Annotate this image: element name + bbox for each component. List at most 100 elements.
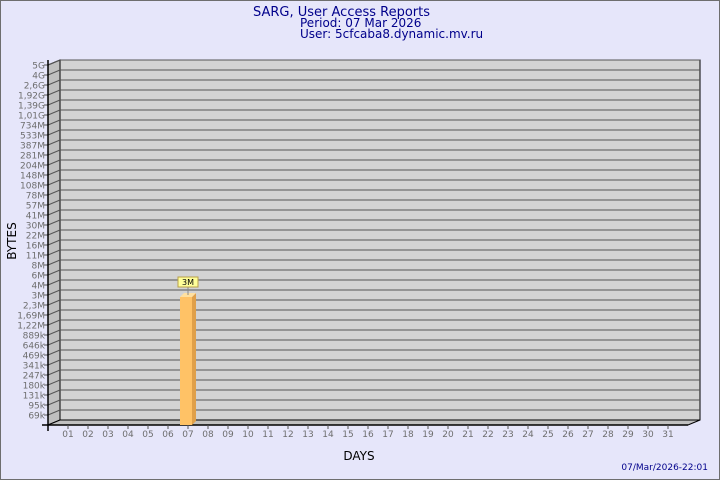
y-tick-label: 341k [23,362,46,372]
y-tick-label: 889k [23,332,46,342]
x-tick-label: 07 [182,430,193,440]
x-tick-label: 12 [282,430,293,440]
x-tick-label: 30 [642,430,654,440]
y-tick-label: 469k [23,352,46,362]
gridline-side [47,349,61,356]
y-tick-label: 247k [23,372,46,382]
gridline-side [47,379,61,386]
y-tick-label: 204M [20,162,45,172]
gridline-side [47,279,61,286]
gridline-side [47,339,61,346]
y-tick-label: 387M [20,142,45,152]
gridline-side [47,329,61,336]
y-tick-label: 4G [32,72,45,82]
bar-side [192,293,196,425]
y-tick-label: 57M [26,202,45,212]
gridline-side [47,269,61,276]
y-tick-label: 131k [23,392,46,402]
timestamp: 07/Mar/2026-22:01 [621,463,708,473]
chart-title: SARG, User Access Reports [253,5,430,20]
y-tick-label: 1,39G [18,102,45,112]
bar [180,297,192,425]
x-tick-label: 26 [562,430,574,440]
y-tick-label: 108M [20,182,45,192]
gridline-side [47,229,61,236]
chart-user: User: 5cfcaba8.dynamic.mv.ru [300,27,483,41]
gridline-side [47,189,61,196]
x-tick-label: 18 [402,430,414,440]
gridline-side [47,369,61,376]
gridline-side [47,299,61,306]
gridline-side [47,79,61,86]
gridline-side [47,209,61,216]
x-tick-label: 13 [302,430,313,440]
gridline-side [47,179,61,186]
y-tick-label: 1,92G [18,92,45,102]
y-tick-label: 281M [20,152,45,162]
y-tick-label: 148M [20,172,45,182]
x-tick-label: 09 [222,430,234,440]
gridline-side [47,139,61,146]
gridline-side [47,59,61,66]
x-tick-label: 16 [362,430,374,440]
x-tick-label: 14 [322,430,334,440]
y-tick-label: 1,22M [17,322,45,332]
gridline-side [47,69,61,76]
y-tick-label: 69k [28,412,45,422]
gridline-side [47,409,61,416]
gridline-side [47,169,61,176]
x-tick-label: 06 [162,430,174,440]
y-tick-label: 1,01G [18,112,45,122]
x-tick-label: 03 [102,430,113,440]
gridline-side [47,239,61,246]
data-label: 3M [182,278,194,287]
x-tick-label: 20 [442,430,454,440]
y-tick-label: 78M [26,192,45,202]
gridline-side [47,219,61,226]
x-tick-label: 23 [502,430,513,440]
x-tick-label: 17 [382,430,393,440]
gridline-side [47,309,61,316]
y-tick-label: 22M [26,232,45,242]
y-tick-label: 8M [32,262,46,272]
gridline-side [47,159,61,166]
gridline-side [47,399,61,406]
gridline-side [47,89,61,96]
chart-period: Period: 07 Mar 2026 [300,16,421,30]
y-tick-label: 5G [32,62,45,72]
y-tick-label: 1,69M [17,312,45,322]
y-tick-label: 734M [20,122,45,132]
x-tick-label: 24 [522,430,534,440]
data-label-box [177,276,199,288]
x-tick-label: 02 [82,430,93,440]
x-tick-label: 01 [62,430,73,440]
x-tick-label: 19 [422,430,434,440]
x-tick-label: 04 [122,430,134,440]
x-tick-label: 10 [242,430,254,440]
y-tick-label: 646k [23,342,46,352]
x-tick-label: 25 [542,430,553,440]
gridline-side [47,359,61,366]
x-tick-label: 27 [582,430,593,440]
gridline-side [47,129,61,136]
gridline-side [47,109,61,116]
x-tick-label: 21 [462,430,473,440]
y-tick-label: 95k [28,402,45,412]
gridline-side [47,199,61,206]
x-tick-label: 15 [342,430,353,440]
gridline-side [47,389,61,396]
x-tick-label: 05 [142,430,153,440]
gridline-side [47,289,61,296]
gridline-side [47,119,61,126]
y-tick-label: 30M [26,222,45,232]
x-tick-label: 31 [662,430,673,440]
x-axis-label: DAYS [343,449,374,463]
y-tick-label: 41M [26,212,45,222]
y-tick-label: 2,6G [24,82,45,92]
gridline-side [47,149,61,156]
x-tick-label: 11 [262,430,273,440]
y-tick-label: 2,3M [23,302,45,312]
x-tick-label: 28 [602,430,614,440]
y-tick-label: 180k [23,382,46,392]
